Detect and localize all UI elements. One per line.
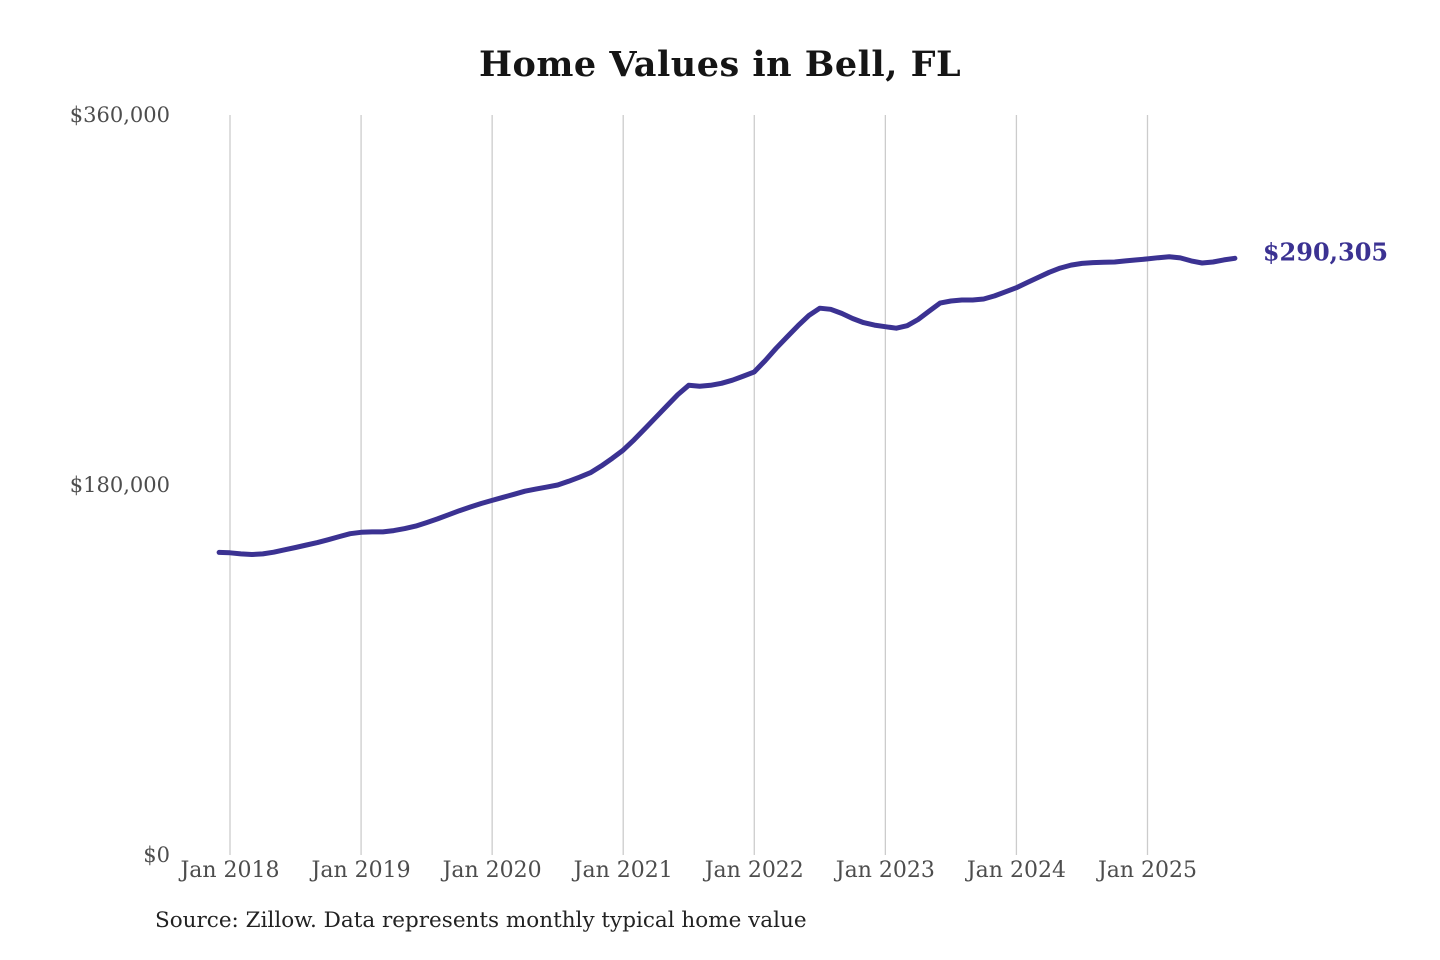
chart-title: Home Values in Bell, FL: [478, 44, 962, 85]
x-axis-tick-label: Jan 2019: [311, 858, 411, 883]
x-axis-tick-label: Jan 2025: [1097, 858, 1198, 883]
x-axis-tick-label: Jan 2023: [835, 858, 935, 883]
x-axis-tick-label: Jan 2021: [573, 858, 673, 883]
x-axis-tick-label: Jan 2018: [180, 858, 280, 883]
price-line: [216, 254, 1238, 557]
y-axis-tick-label: $0: [143, 843, 170, 867]
end-value-label: $290,305: [1262, 237, 1389, 267]
x-axis-tick-label: Jan 2022: [704, 858, 804, 883]
y-axis-tick-label: $360,000: [69, 103, 170, 127]
x-axis-tick-label: Jan 2020: [442, 858, 542, 883]
y-axis-tick-label: $180,000: [69, 473, 170, 497]
source-note: Source: Zillow. Data represents monthly …: [155, 908, 807, 933]
x-axis-tick-label: Jan 2024: [966, 858, 1066, 883]
